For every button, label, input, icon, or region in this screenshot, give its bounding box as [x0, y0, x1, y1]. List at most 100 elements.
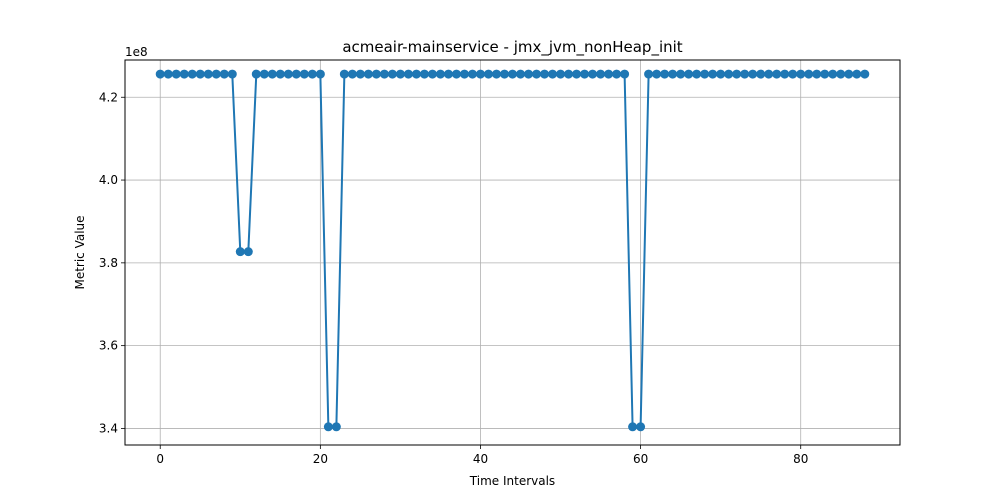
- data-point: [499, 69, 509, 79]
- data-point: [860, 69, 870, 79]
- data-point: [163, 69, 173, 79]
- y-axis-label: Metric Value: [73, 215, 87, 289]
- x-tick-label: 60: [633, 452, 648, 466]
- data-point: [323, 422, 333, 432]
- data-point: [443, 69, 453, 79]
- data-point: [171, 69, 181, 79]
- data-point: [540, 69, 550, 79]
- data-point: [235, 247, 245, 257]
- data-point: [467, 69, 477, 79]
- data-point: [596, 69, 606, 79]
- data-point: [339, 69, 349, 79]
- data-point: [451, 69, 461, 79]
- data-point: [804, 69, 814, 79]
- data-point: [668, 69, 678, 79]
- data-point: [532, 69, 542, 79]
- data-point: [299, 69, 309, 79]
- data-point: [211, 69, 221, 79]
- data-point: [724, 69, 734, 79]
- data-point: [387, 69, 397, 79]
- data-point: [395, 69, 405, 79]
- x-tick-label: 40: [473, 452, 488, 466]
- data-point: [820, 69, 830, 79]
- data-point: [243, 247, 253, 257]
- data-point: [291, 69, 301, 79]
- data-point: [203, 69, 213, 79]
- data-point: [564, 69, 574, 79]
- y-tick-label: 3.6: [99, 339, 118, 353]
- gridlines: [125, 60, 900, 445]
- data-point: [700, 69, 710, 79]
- data-point: [427, 69, 437, 79]
- data-point: [796, 69, 806, 79]
- data-point: [588, 69, 598, 79]
- data-point: [267, 69, 277, 79]
- data-point: [403, 69, 413, 79]
- data-point: [508, 69, 517, 79]
- data-point: [788, 69, 798, 79]
- data-point: [307, 69, 317, 79]
- data-point: [828, 69, 838, 79]
- data-point: [179, 69, 189, 79]
- data-point: [652, 69, 662, 79]
- ticks-layer: 0 20 40 60 80 3.4 3.6 3.8 4.0 4.2: [99, 90, 808, 466]
- data-point: [371, 69, 381, 79]
- x-tick-label: 20: [313, 452, 328, 466]
- y-tick-label: 3.4: [99, 421, 118, 435]
- x-axis-label: Time Intervals: [469, 474, 555, 488]
- data-point: [836, 69, 846, 79]
- data-point: [756, 69, 766, 79]
- y-offset-label: 1e8: [125, 45, 148, 59]
- data-point: [419, 69, 429, 79]
- data-point: [363, 69, 373, 79]
- data-point: [644, 69, 654, 79]
- data-point: [195, 69, 205, 79]
- data-point: [764, 69, 774, 79]
- data-point: [227, 69, 237, 79]
- data-point: [155, 69, 165, 79]
- data-point: [780, 69, 790, 79]
- data-point: [580, 69, 590, 79]
- data-point: [692, 69, 702, 79]
- data-point: [435, 69, 445, 79]
- data-point: [556, 69, 566, 79]
- data-point: [604, 69, 614, 79]
- data-point: [716, 69, 726, 79]
- data-point: [331, 422, 341, 432]
- data-point: [676, 69, 686, 79]
- data-point: [379, 69, 389, 79]
- x-tick-label: 80: [793, 452, 808, 466]
- data-point: [251, 69, 261, 79]
- data-point: [852, 69, 862, 79]
- data-point: [620, 69, 630, 79]
- data-point: [315, 69, 325, 79]
- data-point: [548, 69, 558, 79]
- data-point: [812, 69, 822, 79]
- data-point: [347, 69, 357, 79]
- data-point: [708, 69, 718, 79]
- data-point: [572, 69, 582, 79]
- data-point: [844, 69, 854, 79]
- data-point: [748, 69, 758, 79]
- data-point: [516, 69, 526, 79]
- data-point: [612, 69, 622, 79]
- data-point: [355, 69, 365, 79]
- data-point: [475, 69, 485, 79]
- data-point: [491, 69, 501, 79]
- data-point: [740, 69, 750, 79]
- y-tick-label: 4.2: [99, 90, 118, 104]
- x-tick-label: 0: [156, 452, 164, 466]
- data-point: [684, 69, 694, 79]
- series-layer: [155, 69, 870, 432]
- data-point: [483, 69, 493, 79]
- data-point: [459, 69, 469, 79]
- data-point: [732, 69, 742, 79]
- y-tick-label: 4.0: [99, 173, 118, 187]
- data-point: [187, 69, 197, 79]
- data-point: [524, 69, 534, 79]
- data-point: [283, 69, 293, 79]
- y-tick-label: 3.8: [99, 256, 118, 270]
- data-point: [219, 69, 229, 79]
